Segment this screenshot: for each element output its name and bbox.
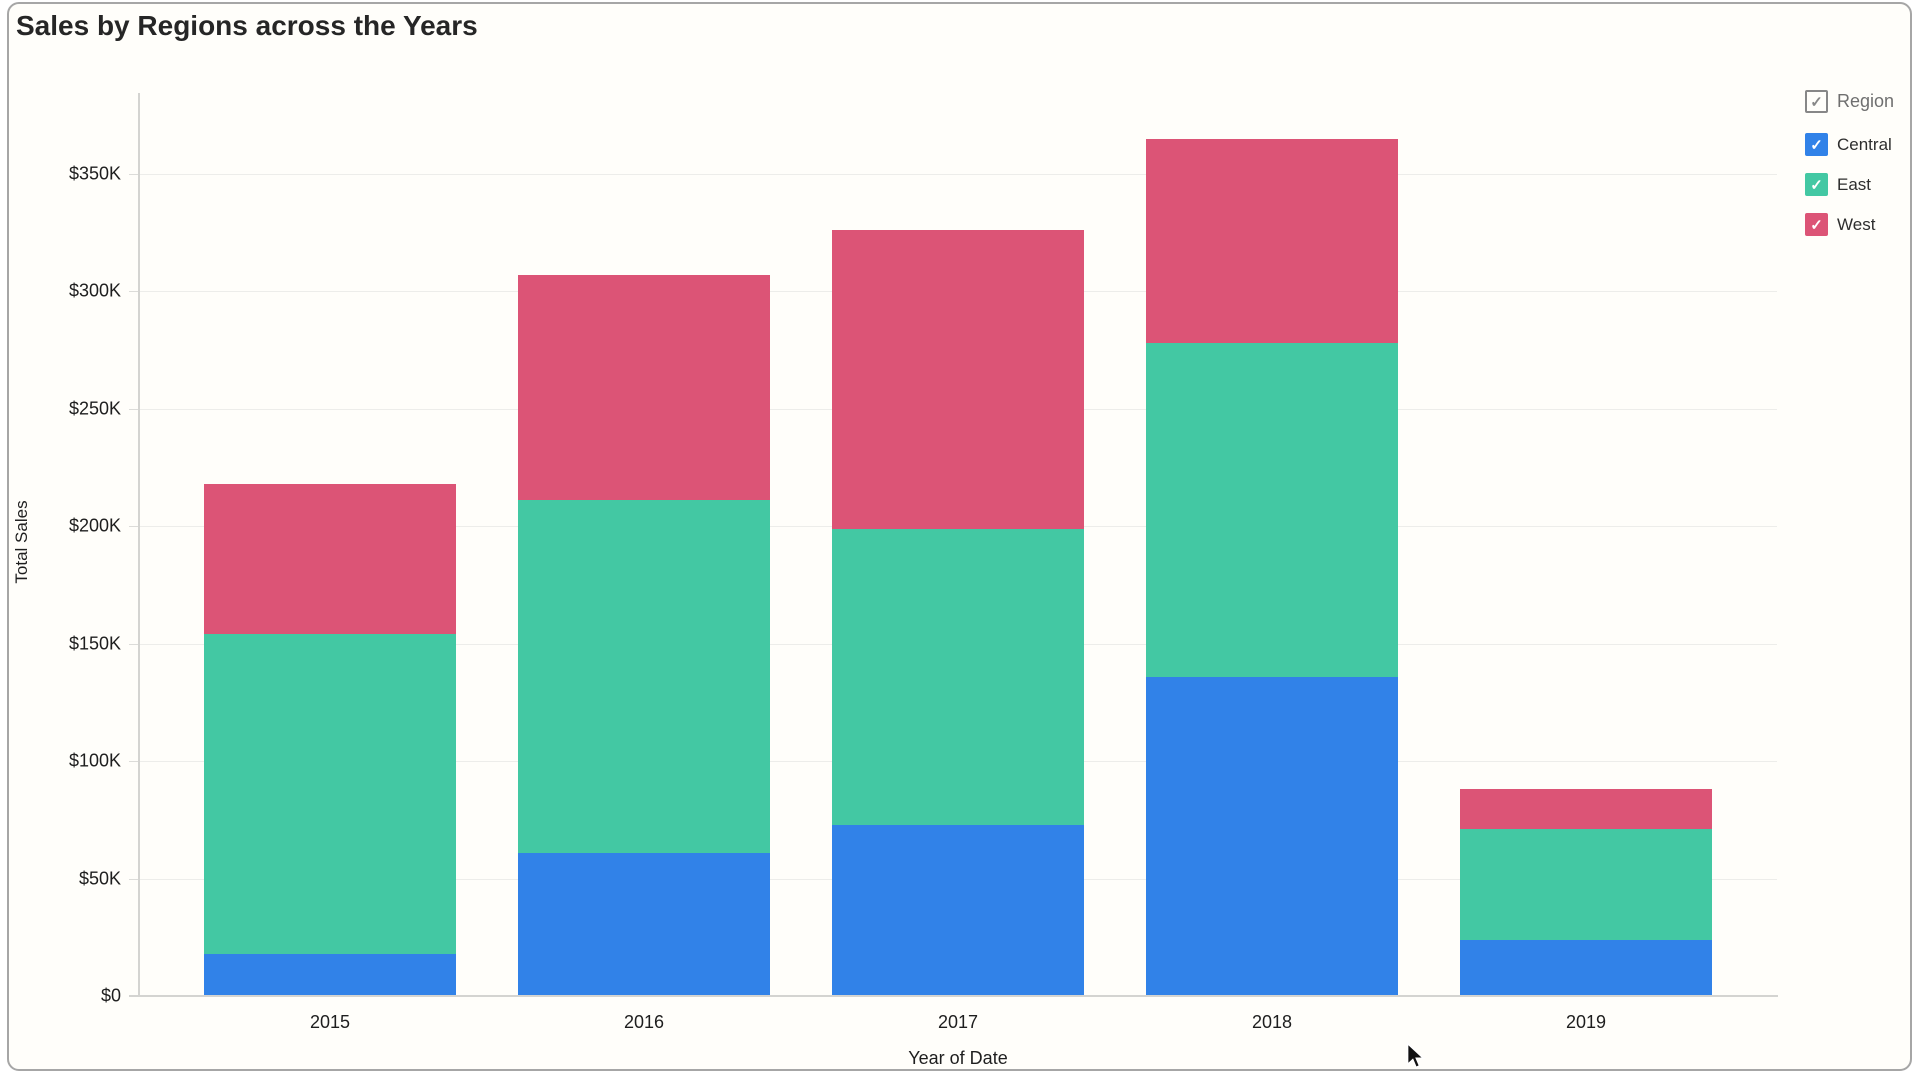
y-axis-tick-label: $50K [78,868,121,889]
y-axis-tick-label: $300K [68,280,121,301]
y-axis-tick [129,879,139,880]
legend-header-label: Region [1837,91,1895,111]
bar-segment-2017-central[interactable] [832,825,1084,996]
x-axis-tick-label: 2016 [623,1012,665,1032]
y-axis-tick [129,526,139,527]
legend-header-row[interactable]: ✓ Region [1805,90,1894,113]
x-axis-title: Year of Date [908,1048,1008,1068]
y-axis-tick [129,761,139,762]
legend-item-east[interactable]: ✓ East [1805,173,1871,196]
y-axis-tick [129,174,139,175]
bar-segment-2016-central[interactable] [518,853,770,996]
bar-segment-2018-central[interactable] [1146,677,1398,996]
bar-segment-2015-west[interactable] [204,484,456,634]
chart-title: Sales by Regions across the Years [16,10,478,41]
y-axis-tick-label: $250K [68,398,121,419]
legend-region-checkbox[interactable]: ✓ [1805,90,1828,113]
y-axis-tick-label: $150K [68,633,121,654]
bar-segment-2019-east[interactable] [1460,829,1712,940]
bar-segment-2018-west[interactable] [1146,139,1398,343]
mouse-cursor [1406,1041,1426,1069]
bar-segment-2017-east[interactable] [832,529,1084,825]
legend-item-label: West [1837,214,1876,234]
bar-segment-2015-central[interactable] [204,954,456,996]
x-axis-tick-label: 2019 [1565,1012,1607,1032]
x-axis-tick-label: 2015 [309,1012,351,1032]
bar-segment-2017-west[interactable] [832,230,1084,529]
bar-segment-2016-east[interactable] [518,500,770,853]
y-axis-line [138,93,140,996]
x-axis-line [129,995,1778,997]
legend-item-label: East [1837,174,1872,194]
x-axis-tick-label: 2017 [937,1012,979,1032]
legend-item-label: Central [1837,134,1892,154]
bar-segment-2019-west[interactable] [1460,789,1712,829]
bar-segment-2016-west[interactable] [518,275,770,500]
y-axis-tick [129,291,139,292]
bar-segment-2019-central[interactable] [1460,940,1712,996]
y-axis-tick [129,409,139,410]
y-axis-tick-label: $100K [68,750,121,771]
x-axis-tick-label: 2018 [1251,1012,1293,1032]
bar-segment-2015-east[interactable] [204,634,456,954]
bar-segment-2018-east[interactable] [1146,343,1398,677]
legend-checkbox-east[interactable]: ✓ [1805,173,1828,196]
y-axis-title: Total Sales [12,500,31,584]
legend-checkbox-west[interactable]: ✓ [1805,213,1828,236]
legend-item-west[interactable]: ✓ West [1805,213,1875,236]
y-axis-tick-label: $200K [68,515,121,536]
legend-checkbox-central[interactable]: ✓ [1805,133,1828,156]
gridline [139,174,1777,175]
y-axis-tick [129,644,139,645]
y-axis-tick-label: $350K [68,163,121,184]
legend-item-central[interactable]: ✓ Central [1805,133,1892,156]
y-axis-tick-label: $0 [100,985,121,1006]
